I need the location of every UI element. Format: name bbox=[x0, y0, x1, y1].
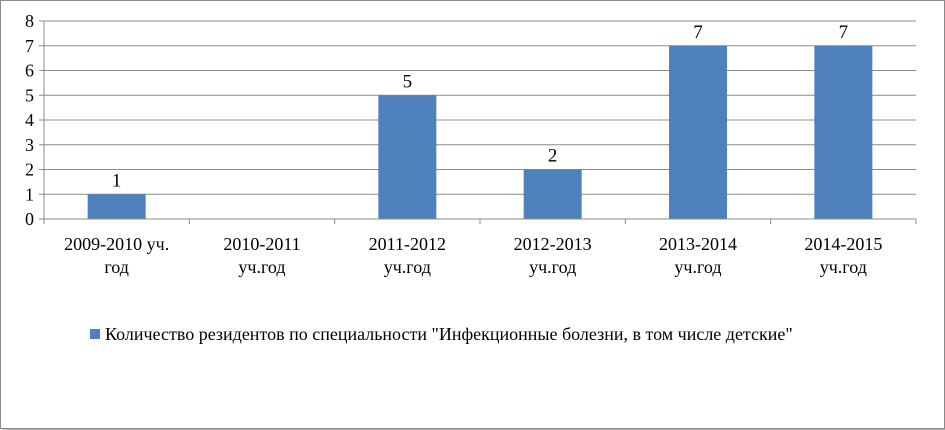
data-label: 7 bbox=[693, 22, 703, 43]
y-tick-label: 8 bbox=[25, 11, 34, 31]
category-label-line: 2009-2010 уч. bbox=[64, 234, 169, 254]
category-label-line: уч.год bbox=[384, 257, 431, 277]
category-label: 2009-2010 уч. год bbox=[64, 234, 169, 277]
category-label-line: 2011-2012 bbox=[369, 234, 446, 254]
labels: 0 1 2 3 4 5 6 7 8 1 2009-2010 уч. год 2010-2011 уч.го… bbox=[25, 11, 882, 277]
y-tick-label: 5 bbox=[25, 85, 34, 105]
data-label: 2 bbox=[548, 146, 558, 167]
category-label-line: 2014-2015 bbox=[804, 234, 882, 254]
category-label: 2012-2013 уч.год bbox=[514, 234, 592, 277]
category-label: 2010-2011 уч.год bbox=[223, 234, 300, 277]
data-label: 1 bbox=[112, 170, 122, 191]
category-label-line: уч.год bbox=[529, 257, 576, 277]
y-tick-label: 4 bbox=[25, 110, 34, 130]
category-label: 2011-2012 уч.год bbox=[369, 234, 446, 277]
bar bbox=[378, 95, 437, 219]
category-label-line: 2012-2013 bbox=[514, 234, 592, 254]
legend-label: Количество резидентов по специальности "… bbox=[105, 324, 793, 344]
y-tick-label: 1 bbox=[25, 184, 34, 204]
category-label-line: 2013-2014 bbox=[659, 234, 737, 254]
axes bbox=[39, 20, 917, 224]
y-tick-label: 3 bbox=[25, 135, 34, 155]
category-label-line: уч.год bbox=[820, 257, 867, 277]
category-label-line: 2010-2011 bbox=[223, 234, 300, 254]
y-tick-label: 7 bbox=[25, 36, 34, 56]
y-tick-label: 2 bbox=[25, 160, 34, 180]
legend-swatch bbox=[90, 329, 100, 339]
data-label: 5 bbox=[403, 71, 413, 92]
bar bbox=[87, 194, 146, 219]
bar bbox=[523, 169, 582, 219]
bar bbox=[814, 45, 873, 219]
bar bbox=[669, 45, 727, 219]
gridlines bbox=[44, 20, 916, 195]
category-label: 2014-2015 уч.год bbox=[804, 234, 882, 277]
category-label-line: уч.год bbox=[238, 257, 285, 277]
category-label-line: уч.год bbox=[674, 257, 721, 277]
data-label: 7 bbox=[839, 22, 849, 43]
y-tick-label: 0 bbox=[25, 209, 34, 229]
legend: Количество резидентов по специальности "… bbox=[90, 324, 793, 344]
bars bbox=[87, 45, 873, 219]
category-label: 2013-2014 уч.год bbox=[659, 234, 737, 277]
category-label-line: год bbox=[104, 257, 129, 277]
y-tick-label: 6 bbox=[25, 61, 34, 81]
